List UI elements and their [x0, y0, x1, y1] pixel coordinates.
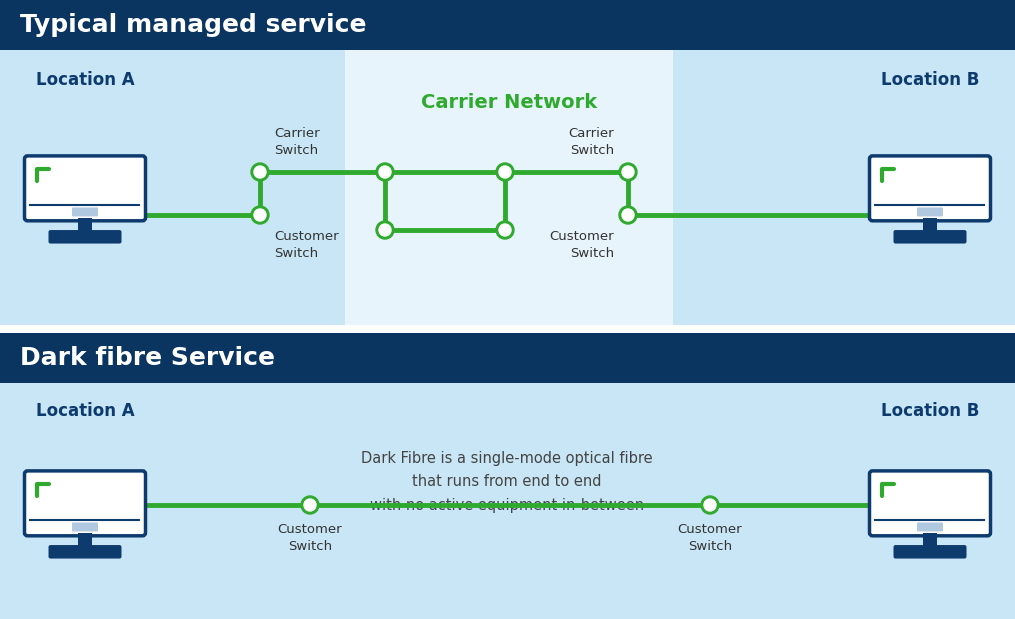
Circle shape	[376, 221, 394, 239]
Circle shape	[304, 499, 316, 511]
Bar	[923, 533, 938, 547]
Circle shape	[496, 163, 514, 181]
Text: Typical managed service: Typical managed service	[20, 13, 366, 37]
Text: Carrier
Switch: Carrier Switch	[274, 127, 320, 157]
FancyBboxPatch shape	[24, 471, 145, 536]
Bar	[0, 50, 1015, 325]
Bar	[36, 167, 135, 209]
Circle shape	[622, 166, 634, 178]
FancyBboxPatch shape	[49, 545, 122, 558]
FancyBboxPatch shape	[49, 230, 122, 243]
Bar	[36, 482, 135, 523]
Circle shape	[251, 163, 269, 181]
Text: Customer
Switch: Customer Switch	[278, 523, 342, 553]
FancyBboxPatch shape	[870, 156, 991, 221]
Text: Customer
Switch: Customer Switch	[274, 230, 339, 260]
Bar	[345, 50, 673, 325]
Bar	[77, 218, 92, 232]
Bar	[77, 533, 92, 547]
FancyBboxPatch shape	[917, 522, 943, 532]
Bar	[873, 206, 988, 218]
Circle shape	[701, 496, 719, 514]
FancyBboxPatch shape	[893, 230, 966, 243]
Circle shape	[251, 206, 269, 224]
Circle shape	[496, 221, 514, 239]
Bar	[873, 521, 988, 533]
Bar	[0, 0, 1015, 50]
Text: Location B: Location B	[881, 71, 979, 89]
Text: Customer
Switch: Customer Switch	[549, 230, 614, 260]
Bar	[0, 325, 1015, 333]
Circle shape	[619, 163, 637, 181]
Text: Dark fibre Service: Dark fibre Service	[20, 346, 275, 370]
Bar	[880, 482, 979, 523]
Text: Location B: Location B	[881, 402, 979, 420]
Text: Location A: Location A	[36, 71, 134, 89]
Circle shape	[704, 499, 716, 511]
Bar	[880, 167, 979, 209]
Circle shape	[254, 209, 266, 221]
Bar	[0, 333, 1015, 383]
Text: Carrier Network: Carrier Network	[421, 93, 597, 113]
Circle shape	[499, 166, 511, 178]
FancyBboxPatch shape	[893, 545, 966, 558]
FancyBboxPatch shape	[870, 471, 991, 536]
Bar	[0, 383, 1015, 619]
Circle shape	[379, 224, 391, 236]
Circle shape	[622, 209, 634, 221]
Text: Customer
Switch: Customer Switch	[678, 523, 742, 553]
FancyBboxPatch shape	[917, 207, 943, 217]
Bar	[27, 521, 142, 533]
Circle shape	[619, 206, 637, 224]
Circle shape	[376, 163, 394, 181]
Circle shape	[254, 166, 266, 178]
Text: Location A: Location A	[36, 402, 134, 420]
Circle shape	[301, 496, 319, 514]
FancyBboxPatch shape	[72, 522, 98, 532]
Circle shape	[499, 224, 511, 236]
FancyBboxPatch shape	[24, 156, 145, 221]
Circle shape	[379, 166, 391, 178]
Bar	[923, 218, 938, 232]
FancyBboxPatch shape	[72, 207, 98, 217]
Text: Carrier
Switch: Carrier Switch	[568, 127, 614, 157]
Bar	[27, 206, 142, 218]
Text: Dark Fibre is a single-mode optical fibre
that runs from end to end
with no acti: Dark Fibre is a single-mode optical fibr…	[361, 451, 653, 513]
